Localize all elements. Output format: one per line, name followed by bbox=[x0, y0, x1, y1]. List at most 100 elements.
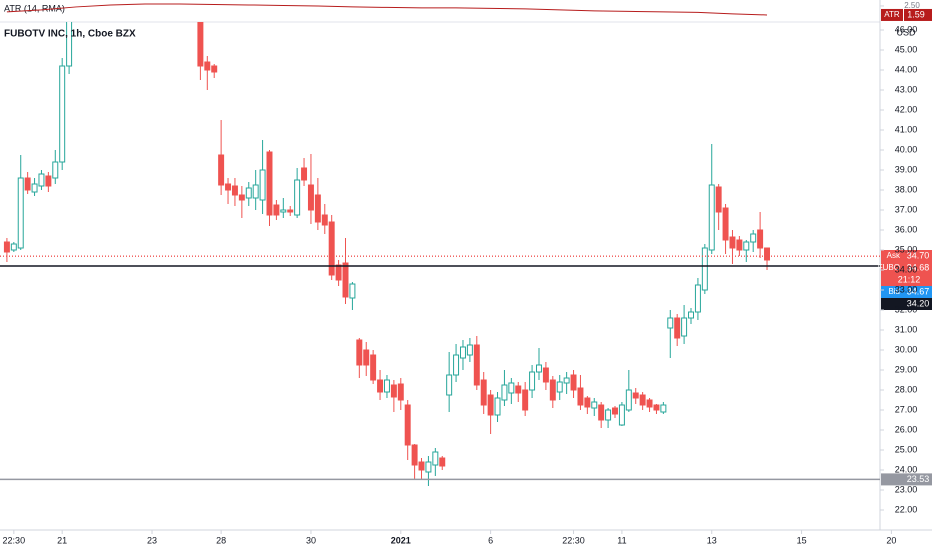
candle-body bbox=[252, 184, 259, 199]
y-tick-label: 28.00 bbox=[895, 384, 918, 394]
candle-body bbox=[722, 207, 729, 241]
candle-body bbox=[764, 247, 771, 261]
atr-name: ATR bbox=[884, 10, 900, 19]
candle-body bbox=[674, 317, 681, 339]
candle-body bbox=[245, 187, 252, 199]
candle-body bbox=[66, 22, 73, 67]
indicator-tick-label: 2.50 bbox=[904, 1, 920, 10]
candle-body bbox=[259, 169, 266, 201]
price-label-box bbox=[881, 473, 932, 486]
candle-body bbox=[612, 407, 618, 415]
candle-body bbox=[404, 404, 411, 446]
candle-body bbox=[294, 179, 301, 216]
price-label: 34.70 bbox=[907, 250, 930, 260]
candle-body bbox=[625, 389, 632, 411]
price-label-box bbox=[881, 262, 932, 286]
candle-body bbox=[301, 167, 308, 181]
candle-body bbox=[446, 374, 453, 396]
candle-body bbox=[501, 384, 508, 401]
y-tick-label: 25.00 bbox=[895, 444, 918, 454]
atr-line bbox=[6, 3, 768, 16]
candle-body bbox=[397, 383, 404, 401]
candle-body bbox=[45, 175, 52, 187]
y-tick-label: 43.00 bbox=[895, 84, 918, 94]
atr-name-box bbox=[881, 8, 903, 21]
candle-body bbox=[31, 183, 38, 193]
candle-body bbox=[542, 367, 549, 383]
candle-body bbox=[660, 404, 667, 413]
price-label-name: FUBO bbox=[878, 263, 900, 272]
candle-body bbox=[598, 404, 605, 421]
atr-value-box bbox=[904, 8, 932, 21]
y-tick-label: 42.00 bbox=[895, 104, 918, 114]
candle-body bbox=[639, 394, 646, 406]
candle-body bbox=[273, 204, 280, 216]
candle-body bbox=[52, 161, 59, 179]
candle-body bbox=[743, 241, 750, 251]
chart-title: FUBOTV INC, 1h, Cboe BZX bbox=[4, 29, 136, 40]
plot bbox=[3, 22, 771, 486]
candle-body bbox=[314, 194, 321, 223]
price-label: 34.67 bbox=[907, 286, 930, 296]
x-tick-label: 22:30 bbox=[562, 535, 585, 545]
candle-body bbox=[390, 384, 397, 398]
candle-body bbox=[418, 461, 425, 471]
candle-body bbox=[681, 317, 688, 337]
x-tick-label: 28 bbox=[216, 535, 226, 545]
candle-body bbox=[757, 229, 764, 249]
candle-body bbox=[688, 311, 694, 319]
price-label-box bbox=[881, 286, 932, 298]
y-tick-label: 31.00 bbox=[895, 324, 918, 334]
candle-body bbox=[266, 151, 273, 216]
candle-body bbox=[549, 379, 556, 401]
price-label: 23.53 bbox=[907, 474, 930, 484]
price-label-box bbox=[881, 250, 932, 262]
candle-body bbox=[563, 377, 570, 384]
candle-body bbox=[211, 65, 218, 73]
candle-body bbox=[425, 461, 432, 473]
candle-body bbox=[307, 184, 314, 211]
candle-body bbox=[411, 444, 418, 466]
price-label-name: Bid bbox=[888, 287, 900, 296]
y-tick-label: 30.00 bbox=[895, 344, 918, 354]
candle-body bbox=[38, 173, 45, 187]
x-tick-label: 20 bbox=[886, 535, 896, 545]
atr-value: 1.59 bbox=[907, 9, 925, 19]
y-tick-label: 46.00 bbox=[895, 24, 918, 34]
y-tick-label: 37.00 bbox=[895, 204, 918, 214]
x-tick-label: 2021 bbox=[391, 535, 411, 545]
candle-body bbox=[529, 371, 536, 391]
price-label: 34.20 bbox=[907, 298, 930, 308]
candle-body bbox=[3, 241, 10, 253]
candle-body bbox=[729, 236, 736, 249]
candle-body bbox=[736, 239, 743, 251]
candle-body bbox=[363, 349, 370, 366]
candle-body bbox=[383, 379, 390, 393]
price-label-box bbox=[881, 298, 932, 310]
countdown: 21:12 bbox=[898, 274, 921, 284]
candle-body bbox=[480, 379, 487, 406]
y-tick-label: 26.00 bbox=[895, 424, 918, 434]
candle-body bbox=[432, 451, 439, 466]
candle-body bbox=[646, 399, 653, 408]
y-tick-label: 33.00 bbox=[895, 284, 918, 294]
candle-body bbox=[356, 339, 363, 366]
y-tick-label: 40.00 bbox=[895, 144, 918, 154]
x-tick-label: 30 bbox=[306, 535, 316, 545]
candle-body bbox=[321, 214, 328, 226]
candle-body bbox=[287, 209, 294, 213]
candle-body bbox=[335, 264, 342, 281]
candle-body bbox=[197, 22, 204, 67]
candle-body bbox=[701, 247, 708, 291]
y-tick-label: 41.00 bbox=[895, 124, 918, 134]
candle-body bbox=[494, 397, 501, 416]
x-tick-label: 23 bbox=[147, 535, 157, 545]
candle-body bbox=[10, 243, 17, 251]
candle-body bbox=[466, 344, 473, 356]
y-tick-label: 34.00 bbox=[895, 264, 918, 274]
y-tick-label: 23.00 bbox=[895, 484, 918, 494]
candle-body bbox=[591, 401, 598, 409]
y-tick-label: 36.00 bbox=[895, 224, 918, 234]
